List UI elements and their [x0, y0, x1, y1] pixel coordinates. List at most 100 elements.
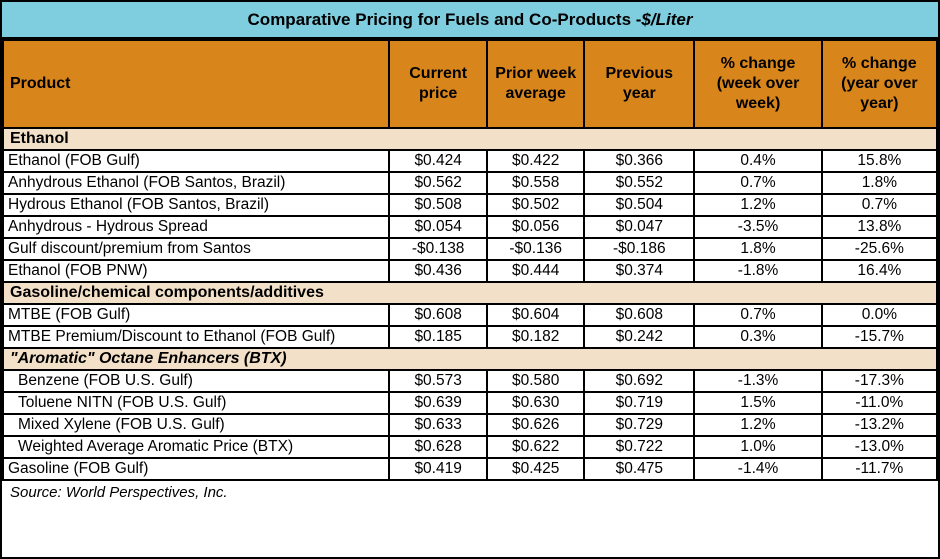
value-cell: -17.3% [820, 369, 938, 393]
product-cell: Anhydrous Ethanol (FOB Santos, Brazil) [2, 171, 391, 195]
value-cell: $0.504 [583, 193, 696, 217]
table-row: Anhydrous Ethanol (FOB Santos, Brazil) $0… [2, 171, 938, 195]
value-cell: 1.2% [693, 193, 823, 217]
product-cell: Mixed Xylene (FOB U.S. Gulf) [2, 413, 391, 437]
product-cell: Gulf discount/premium from Santos [2, 237, 391, 261]
value-cell: 15.8% [820, 149, 938, 173]
table-row: Gasoline (FOB Gulf) $0.419 $0.425 $0.475 -1.… [2, 457, 938, 481]
value-cell: -15.7% [820, 325, 938, 349]
value-cell: 1.8% [820, 171, 938, 195]
value-cell: 0.3% [693, 325, 823, 349]
section-header-row: Ethanol [2, 127, 938, 151]
column-header-current-price: Current price [388, 39, 489, 129]
value-cell: $0.374 [583, 259, 696, 283]
value-cell: $0.444 [486, 259, 586, 283]
section-header-row: "Aromatic" Octane Enhancers (BTX) [2, 347, 938, 371]
product-cell: Weighted Average Aromatic Price (BTX) [2, 435, 391, 459]
value-cell: $0.608 [583, 303, 696, 327]
product-cell: Gasoline (FOB Gulf) [2, 457, 391, 481]
section-title: "Aromatic" Octane Enhancers (BTX) [2, 347, 938, 371]
product-cell: MTBE (FOB Gulf) [2, 303, 391, 327]
value-cell: $0.573 [388, 369, 489, 393]
value-cell: $0.552 [583, 171, 696, 195]
product-cell: Hydrous Ethanol (FOB Santos, Brazil) [2, 193, 391, 217]
value-cell: -1.3% [693, 369, 823, 393]
value-cell: $0.424 [388, 149, 489, 173]
section-header-row: Gasoline/chemical components/additives [2, 281, 938, 305]
value-cell: 13.8% [820, 215, 938, 239]
value-cell: $0.630 [486, 391, 586, 415]
value-cell: -13.2% [820, 413, 938, 437]
source-note: Source: World Perspectives, Inc. [2, 481, 938, 557]
value-cell: 0.7% [693, 303, 823, 327]
value-cell: $0.185 [388, 325, 489, 349]
value-cell: $0.425 [486, 457, 586, 481]
value-cell: $0.729 [583, 413, 696, 437]
product-cell: Ethanol (FOB Gulf) [2, 149, 391, 173]
value-cell: $0.626 [486, 413, 586, 437]
value-cell: $0.580 [486, 369, 586, 393]
product-cell: MTBE Premium/Discount to Ethanol (FOB Gu… [2, 325, 391, 349]
pricing-table: Product Current price Prior week average… [2, 39, 938, 481]
value-cell: $0.692 [583, 369, 696, 393]
column-header-product: Product [2, 39, 391, 129]
value-cell: $0.475 [583, 457, 696, 481]
product-cell: Anhydrous - Hydrous Spread [2, 215, 391, 239]
value-cell: $0.419 [388, 457, 489, 481]
section-title: Gasoline/chemical components/additives [2, 281, 938, 305]
value-cell: $0.622 [486, 435, 586, 459]
value-cell: 0.7% [693, 171, 823, 195]
table-row: Ethanol (FOB Gulf) $0.424 $0.422 $0.366 0.4%… [2, 149, 938, 173]
title-unit-text: $/Liter [641, 9, 693, 29]
header-row: Product Current price Prior week average… [2, 39, 938, 129]
value-cell: 1.8% [693, 237, 823, 261]
value-cell: 16.4% [820, 259, 938, 283]
value-cell: $0.056 [486, 215, 586, 239]
value-cell: 1.0% [693, 435, 823, 459]
table-row: Toluene NITN (FOB U.S. Gulf) $0.639 $0.630… [2, 391, 938, 415]
value-cell: -11.0% [820, 391, 938, 415]
value-cell: $0.422 [486, 149, 586, 173]
value-cell: $0.604 [486, 303, 586, 327]
value-cell: -3.5% [693, 215, 823, 239]
table-row: Hydrous Ethanol (FOB Santos, Brazil) $0.5… [2, 193, 938, 217]
value-cell: -1.8% [693, 259, 823, 283]
title-text: Comparative Pricing for Fuels and Co-Pro… [247, 9, 642, 29]
value-cell: -11.7% [820, 457, 938, 481]
value-cell: $0.722 [583, 435, 696, 459]
value-cell: $0.562 [388, 171, 489, 195]
table-row: Ethanol (FOB PNW) $0.436 $0.444 $0.374 -1.8%… [2, 259, 938, 283]
table-row: Weighted Average Aromatic Price (BTX) $0.… [2, 435, 938, 459]
value-cell: $0.047 [583, 215, 696, 239]
value-cell: $0.628 [388, 435, 489, 459]
value-cell: $0.719 [583, 391, 696, 415]
column-header-pct-change-year: % change (year over year) [820, 39, 938, 129]
column-header-previous-year: Previous year [583, 39, 696, 129]
table-row: Benzene (FOB U.S. Gulf) $0.573 $0.580 $0.69… [2, 369, 938, 393]
value-cell: $0.639 [388, 391, 489, 415]
section-title: Ethanol [2, 127, 938, 151]
product-cell: Toluene NITN (FOB U.S. Gulf) [2, 391, 391, 415]
table-row: Gulf discount/premium from Santos -$0.138… [2, 237, 938, 261]
column-header-prior-week-average: Prior week average [486, 39, 586, 129]
value-cell: -$0.138 [388, 237, 489, 261]
value-cell: $0.608 [388, 303, 489, 327]
table-row: Mixed Xylene (FOB U.S. Gulf) $0.633 $0.626… [2, 413, 938, 437]
value-cell: -1.4% [693, 457, 823, 481]
value-cell: $0.436 [388, 259, 489, 283]
value-cell: 0.4% [693, 149, 823, 173]
value-cell: $0.502 [486, 193, 586, 217]
value-cell: 1.5% [693, 391, 823, 415]
product-cell: Ethanol (FOB PNW) [2, 259, 391, 283]
table-title: Comparative Pricing for Fuels and Co-Pro… [2, 2, 938, 39]
value-cell: -$0.136 [486, 237, 586, 261]
value-cell: $0.558 [486, 171, 586, 195]
value-cell: 0.0% [820, 303, 938, 327]
column-header-pct-change-week: % change (week over week) [693, 39, 823, 129]
value-cell: 0.7% [820, 193, 938, 217]
value-cell: -25.6% [820, 237, 938, 261]
value-cell: $0.508 [388, 193, 489, 217]
table-row: MTBE (FOB Gulf) $0.608 $0.604 $0.608 0.7% 0.0… [2, 303, 938, 327]
value-cell: $0.366 [583, 149, 696, 173]
